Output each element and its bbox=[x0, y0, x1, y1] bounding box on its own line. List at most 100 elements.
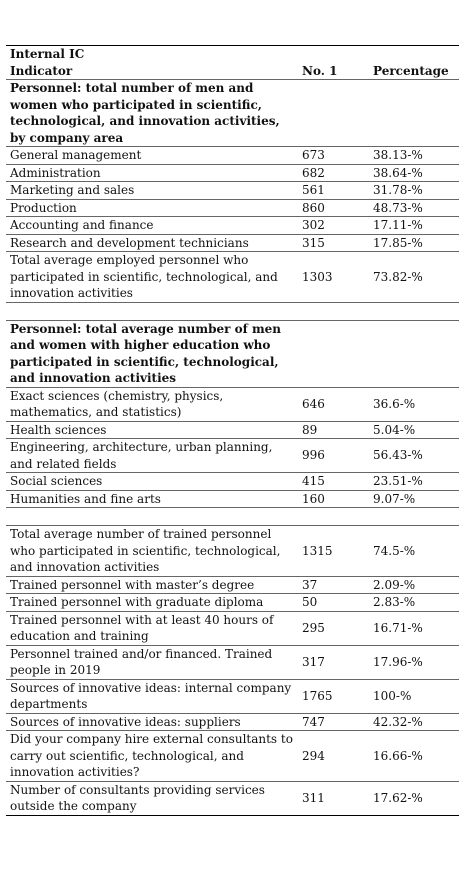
section-heading-row: Personnel: total average number of men a… bbox=[6, 320, 459, 388]
data-row: Research and development technicians 315 1… bbox=[6, 234, 459, 252]
percentage: 17.11-% bbox=[365, 216, 459, 235]
indicator: Marketing and sales bbox=[6, 181, 296, 200]
column-header: Indicator bbox=[6, 62, 296, 80]
column-header: No. 1 bbox=[296, 62, 365, 80]
percentage: 23.51-% bbox=[365, 472, 459, 491]
percentage: 36.6-% bbox=[365, 387, 459, 422]
count: 160 bbox=[296, 490, 365, 508]
data-row: General management 673 38.13-% bbox=[6, 146, 459, 165]
count: 1765 bbox=[296, 679, 365, 714]
cell bbox=[296, 507, 365, 526]
indicator: Exact sciences (chemistry, physics, math… bbox=[6, 387, 296, 422]
percentage: 16.71-% bbox=[365, 611, 459, 646]
percentage: 17.85-% bbox=[365, 234, 459, 252]
count: 860 bbox=[296, 199, 365, 217]
indicator: Trained personnel with graduate diploma bbox=[6, 593, 296, 612]
percentage: 42.32-% bbox=[365, 713, 459, 731]
percentage: 16.66-% bbox=[365, 730, 459, 782]
count: 50 bbox=[296, 593, 365, 612]
indicator: Trained personnel with at least 40 hours… bbox=[6, 611, 296, 646]
indicator: Sources of innovative ideas: suppliers bbox=[6, 713, 296, 731]
data-row: Health sciences 89 5.04-% bbox=[6, 421, 459, 439]
percentage: 2.83-% bbox=[365, 593, 459, 612]
data-row: Number of consultants providing services… bbox=[6, 781, 459, 816]
percentage: 56.43-% bbox=[365, 438, 459, 473]
section-heading: Personnel: total average number of men a… bbox=[6, 320, 296, 388]
indicator: Trained personnel with master’s degree bbox=[6, 576, 296, 594]
cell bbox=[365, 320, 459, 388]
percentage: 74.5-% bbox=[365, 525, 459, 577]
indicator: Humanities and fine arts bbox=[6, 490, 296, 508]
table-body: Internal IC Indicator No. 1 Percentage P… bbox=[6, 45, 459, 816]
data-row: Administration 682 38.64-% bbox=[6, 164, 459, 182]
count: 295 bbox=[296, 611, 365, 646]
cell bbox=[296, 79, 365, 147]
count: 747 bbox=[296, 713, 365, 731]
indicator: Total average number of trained personne… bbox=[6, 525, 296, 577]
cell bbox=[296, 320, 365, 388]
indicator: Total average employed personnel who par… bbox=[6, 251, 296, 303]
data-row: Trained personnel with master’s degree 37… bbox=[6, 576, 459, 594]
data-row: Trained personnel with graduate diploma 5… bbox=[6, 593, 459, 612]
count: 311 bbox=[296, 781, 365, 816]
indicator: General management bbox=[6, 146, 296, 165]
data-row: Did your company hire external consultan… bbox=[6, 730, 459, 782]
column-header: Percentage bbox=[365, 62, 459, 80]
indicator: Engineering, architecture, urban plannin… bbox=[6, 438, 296, 473]
cell bbox=[365, 507, 459, 526]
data-row: Engineering, architecture, urban plannin… bbox=[6, 438, 459, 473]
data-row: Sources of innovative ideas: suppliers 74… bbox=[6, 713, 459, 731]
data-row: Total average employed personnel who par… bbox=[6, 251, 459, 303]
percentage: 2.09-% bbox=[365, 576, 459, 594]
spacer-row bbox=[6, 507, 459, 526]
cell bbox=[365, 45, 459, 63]
percentage: 17.62-% bbox=[365, 781, 459, 816]
percentage: 100-% bbox=[365, 679, 459, 714]
section-heading-row: Personnel: total number of men and women… bbox=[6, 79, 459, 147]
percentage: 5.04-% bbox=[365, 421, 459, 439]
cell bbox=[365, 302, 459, 321]
count: 1303 bbox=[296, 251, 365, 303]
indicator: Did your company hire external consultan… bbox=[6, 730, 296, 782]
count: 682 bbox=[296, 164, 365, 182]
data-row: Sources of innovative ideas: internal co… bbox=[6, 679, 459, 714]
spacer-row bbox=[6, 302, 459, 321]
count: 673 bbox=[296, 146, 365, 165]
indicator: Production bbox=[6, 199, 296, 217]
data-row: Marketing and sales 561 31.78-% bbox=[6, 181, 459, 200]
table: Internal IC Indicator No. 1 Percentage P… bbox=[6, 45, 459, 816]
percentage: 38.64-% bbox=[365, 164, 459, 182]
section-heading: Personnel: total number of men and women… bbox=[6, 79, 296, 147]
data-row: Exact sciences (chemistry, physics, math… bbox=[6, 387, 459, 422]
cell bbox=[296, 302, 365, 321]
cell bbox=[6, 507, 296, 526]
percentage: 17.96-% bbox=[365, 645, 459, 680]
indicator: Social sciences bbox=[6, 472, 296, 491]
data-row: Production 860 48.73-% bbox=[6, 199, 459, 217]
count: 37 bbox=[296, 576, 365, 594]
percentage: 9.07-% bbox=[365, 490, 459, 508]
indicator: Number of consultants providing services… bbox=[6, 781, 296, 816]
cell bbox=[296, 45, 365, 63]
count: 89 bbox=[296, 421, 365, 439]
count: 646 bbox=[296, 387, 365, 422]
data-row: Total average number of trained personne… bbox=[6, 525, 459, 577]
count: 415 bbox=[296, 472, 365, 491]
percentage: 73.82-% bbox=[365, 251, 459, 303]
title-row: Internal IC bbox=[6, 45, 459, 63]
data-row: Accounting and finance 302 17.11-% bbox=[6, 216, 459, 235]
count: 561 bbox=[296, 181, 365, 200]
header-row: Indicator No. 1 Percentage bbox=[6, 62, 459, 80]
count: 302 bbox=[296, 216, 365, 235]
count: 1315 bbox=[296, 525, 365, 577]
table-wrap: Internal IC Indicator No. 1 Percentage P… bbox=[6, 45, 459, 816]
data-row: Humanities and fine arts 160 9.07-% bbox=[6, 490, 459, 508]
count: 317 bbox=[296, 645, 365, 680]
percentage: 48.73-% bbox=[365, 199, 459, 217]
percentage: 31.78-% bbox=[365, 181, 459, 200]
count: 315 bbox=[296, 234, 365, 252]
count: 294 bbox=[296, 730, 365, 782]
indicator: Health sciences bbox=[6, 421, 296, 439]
indicator: Sources of innovative ideas: internal co… bbox=[6, 679, 296, 714]
